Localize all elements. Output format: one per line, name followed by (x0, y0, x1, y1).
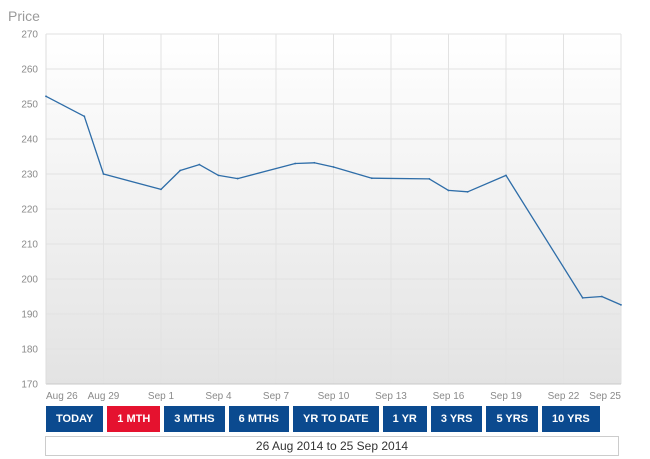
x-tick-label: Sep 10 (318, 391, 350, 402)
y-axis-title: Price (8, 8, 40, 24)
price-point (198, 163, 201, 166)
range-button-10-yrs[interactable]: 10 YRS (542, 406, 600, 432)
x-tick-label: Sep 1 (148, 391, 175, 402)
x-tick-label: Sep 22 (548, 391, 580, 402)
price-point (332, 166, 335, 168)
price-point (45, 95, 47, 98)
x-tick-label: Aug 26 (46, 391, 78, 402)
x-tick-label: Aug 29 (88, 391, 120, 402)
x-tick-label: Sep 13 (375, 391, 407, 402)
price-point (581, 297, 584, 299)
price-point (236, 177, 239, 180)
price-point (600, 295, 603, 298)
x-tick-label: Sep 19 (490, 391, 522, 402)
range-button-today[interactable]: TODAY (46, 406, 104, 432)
range-button-yr-to-date[interactable]: YR TO DATE (292, 406, 379, 432)
y-tick-label: 190 (21, 310, 38, 321)
price-point (294, 162, 297, 165)
x-tick-label: Sep 7 (263, 391, 290, 402)
y-tick-label: 210 (21, 240, 38, 251)
y-tick-label: 240 (21, 135, 38, 146)
y-tick-label: 250 (21, 100, 38, 111)
y-tick-label: 230 (21, 170, 38, 181)
range-button-3-mths[interactable]: 3 MTHS (164, 406, 225, 432)
price-point (160, 188, 162, 191)
range-button-1-yr[interactable]: 1 YR (382, 406, 427, 432)
price-point (179, 169, 182, 172)
y-tick-label: 260 (21, 65, 38, 76)
x-tick-label: Sep 25 (589, 391, 621, 402)
range-button-6-mths[interactable]: 6 MTHS (228, 406, 289, 432)
price-point (466, 190, 469, 193)
range-button-1-mth[interactable]: 1 MTH (107, 406, 161, 432)
y-tick-label: 220 (21, 205, 38, 216)
price-point (217, 174, 220, 177)
y-tick-label: 270 (21, 30, 38, 41)
price-point (505, 174, 507, 177)
price-point (370, 177, 373, 180)
x-tick-label: Sep 16 (433, 391, 465, 402)
range-selector: TODAY 1 MTH 3 MTHS 6 MTHS YR TO DATE 1 YR 3 YR… (46, 406, 600, 432)
y-tick-label: 200 (21, 275, 38, 286)
price-point (620, 304, 622, 306)
range-button-5-yrs[interactable]: 5 YRS (486, 406, 539, 432)
date-range-display: 26 Aug 2014 to 25 Sep 2014 (45, 436, 619, 456)
price-chart: 170 180 190 200 210 220 230 240 250 260 270 Aug 26 A… (8, 8, 622, 402)
price-point (428, 178, 431, 180)
price-point (447, 189, 450, 192)
range-button-3-yrs[interactable]: 3 YRS (430, 406, 483, 432)
price-point (83, 115, 86, 118)
x-tick-label: Sep 4 (205, 391, 232, 402)
y-tick-label: 180 (21, 345, 38, 356)
price-point (313, 161, 316, 164)
price-point (102, 173, 105, 175)
y-tick-label: 170 (21, 380, 38, 391)
date-range-text: 26 Aug 2014 to 25 Sep 2014 (255, 439, 409, 453)
